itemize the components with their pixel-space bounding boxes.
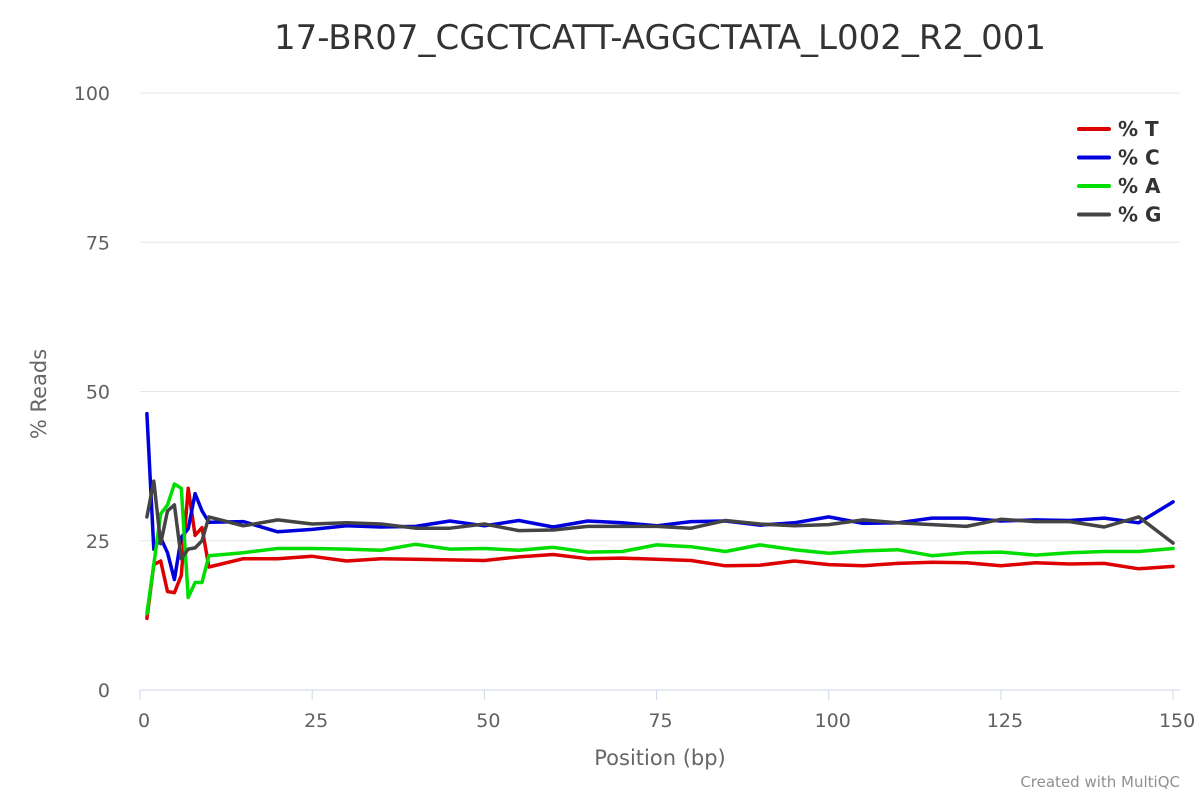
legend-item[interactable]: % C [1077,146,1160,170]
axes: 0 25 50 75 100 0 25 50 75 100 125 150 [74,83,1196,732]
y-tick-label: 75 [86,232,110,254]
x-tick-label: 25 [304,710,328,732]
series-line-c[interactable] [145,411,1175,582]
x-tick-label: 100 [815,710,851,732]
series-lines [145,411,1175,621]
credit-link[interactable]: Created with MultiQC [1020,773,1180,791]
x-tick-label: 0 [138,710,150,732]
chart-title: 17-BR07_CGCTCATT-AGGCTATA_L002_R2_001 [274,18,1046,58]
legend-label: % G [1118,203,1161,227]
legend-label: % A [1118,174,1161,198]
y-tick-label: 0 [98,680,110,702]
series-line-g[interactable] [145,479,1175,561]
legend-label: % T [1118,117,1159,141]
legend-item[interactable]: % G [1077,203,1161,227]
y-tick-label: 100 [74,83,110,105]
legend-label: % C [1118,146,1160,170]
series-line-a[interactable] [145,482,1175,616]
y-axis-title: % Reads [27,349,51,439]
y-tick-label: 50 [86,382,110,404]
gridlines [140,92,1180,542]
legend-item[interactable]: % A [1077,174,1161,198]
x-axis-title: Position (bp) [594,746,726,770]
series-line-t[interactable] [145,486,1175,621]
x-tick-label: 150 [1159,710,1195,732]
x-tick-label: 75 [648,710,672,732]
x-tick-label: 50 [476,710,500,732]
x-tick-label: 125 [987,710,1023,732]
legend[interactable]: % T % C % A % G [1077,117,1161,227]
legend-item[interactable]: % T [1077,117,1159,141]
y-tick-label: 25 [86,531,110,553]
